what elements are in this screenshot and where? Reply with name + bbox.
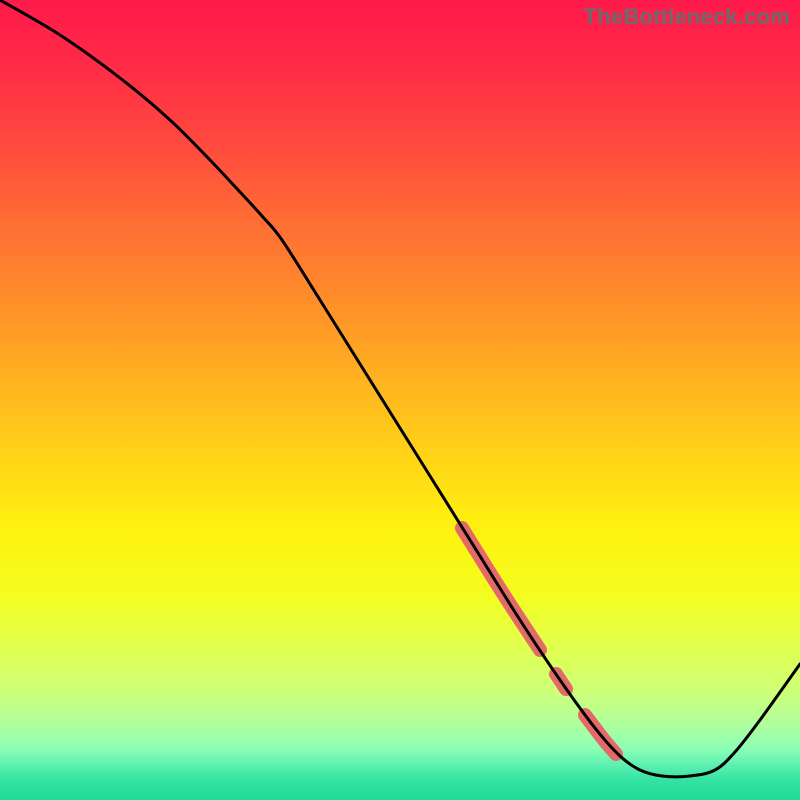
bottleneck-curve xyxy=(0,0,800,777)
chart-overlay xyxy=(0,0,800,800)
chart-canvas: TheBottleneck.com xyxy=(0,0,800,800)
watermark-text: TheBottleneck.com xyxy=(584,4,790,30)
